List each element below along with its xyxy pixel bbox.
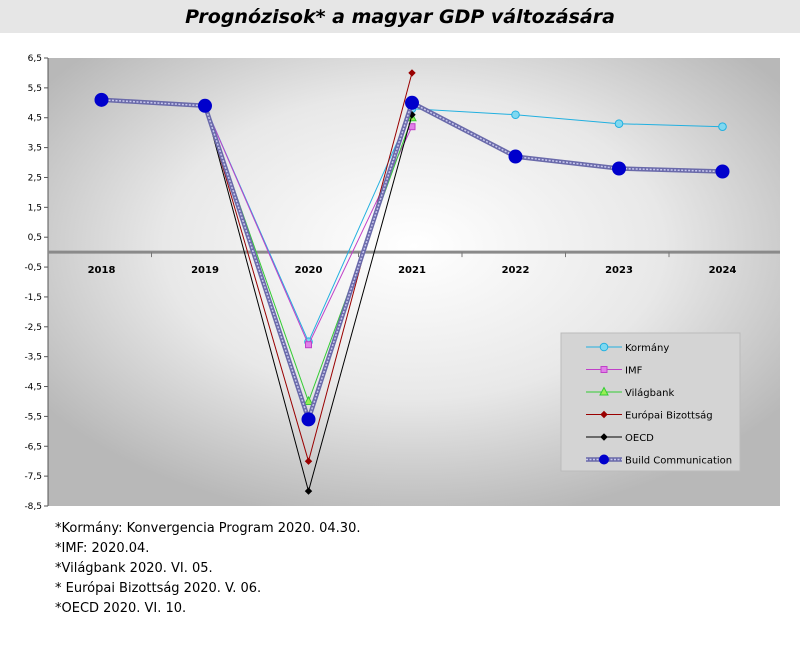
data-point [305,341,312,349]
y-tick-label: 1,5 [28,203,42,213]
y-tick-label: 3,5 [28,144,42,154]
legend-label: OECD [625,433,654,444]
y-tick-label: 2,5 [28,173,42,183]
data-point [303,395,314,405]
legend-swatch-marker [600,433,608,441]
legend-label: Build Communication [625,456,732,467]
series-line [204,105,723,343]
data-point [405,95,419,110]
data-point [408,69,416,77]
y-tick-label: -8,5 [24,502,42,512]
legend-label: Európai Bizottság [625,410,713,422]
data-point [198,98,212,113]
footnote: *IMF: 2020.04. [55,541,150,556]
data-point [304,457,313,465]
y-tick-label: -5,5 [24,412,42,422]
footnote: *OECD 2020. VI. 10. [55,601,187,616]
chart-title: Prognózisok* a magyar GDP változására [185,5,615,28]
data-point [718,122,727,131]
data-point [612,161,626,176]
x-tick-label: 2020 [295,265,323,276]
series-build-communication [94,92,730,427]
legend-swatch-marker [599,342,609,352]
data-point [715,164,730,179]
legend-swatch-marker [599,386,609,396]
y-tick-label: -3,5 [24,353,42,363]
footnote: *Világbank 2020. VI. 05. [55,561,213,576]
x-tick-label: 2022 [502,265,530,276]
data-point [614,119,624,129]
x-tick-label: 2018 [88,265,116,276]
footnotes: *Kormány: Konvergencia Program 2020. 04.… [55,519,360,619]
title-bar: Prognózisok* a magyar GDP változására [0,0,800,33]
y-tick-label: -0,5 [24,263,42,273]
data-point [304,487,313,495]
y-tick-label: -1,5 [24,293,42,303]
legend-label: Kormány [625,342,669,354]
y-tick-label: 5,5 [28,84,42,94]
x-tick-label: 2021 [398,265,426,276]
legend-box [560,332,741,472]
y-tick-label: 6,5 [28,54,42,64]
y-tick-label: -4,5 [24,383,42,393]
y-tick-label: -2,5 [24,323,42,333]
data-point [94,92,109,107]
data-point [508,149,523,164]
data-point [511,110,520,120]
x-tick-label: 2024 [709,265,737,276]
legend-swatch-marker [600,410,608,419]
y-tick-label: 0,5 [28,233,42,243]
y-tick-label: -7,5 [24,472,42,482]
legend-swatch-marker [600,366,608,373]
y-tick-label: -6,5 [24,442,42,452]
legend-swatch-marker [599,454,609,465]
y-tick-label: 4,5 [28,114,42,124]
x-tick-label: 2023 [605,265,633,276]
legend-label: Világbank [625,387,674,399]
data-point [301,412,316,427]
legend-label: IMF [625,366,643,377]
footnote: * Európai Bizottság 2020. V. 06. [55,581,262,596]
footnote: *Kormány: Konvergencia Program 2020. 04.… [55,521,361,536]
x-tick-label: 2019 [191,265,219,276]
